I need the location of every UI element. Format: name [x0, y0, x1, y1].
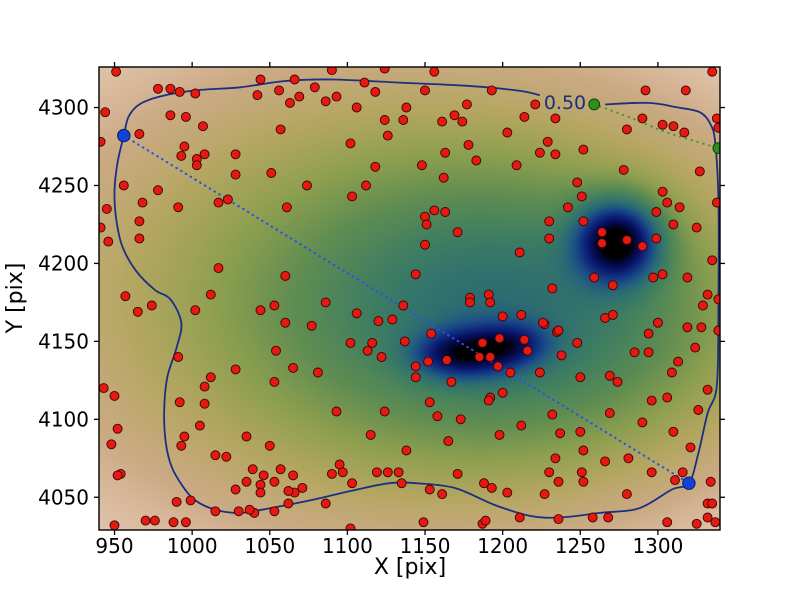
svg-text:1250: 1250: [555, 534, 606, 558]
dotted-track-lines: [122, 103, 720, 485]
svg-text:4200: 4200: [38, 251, 89, 275]
svg-text:4150: 4150: [38, 329, 89, 353]
svg-text:950: 950: [95, 534, 133, 558]
red-scatter-points: [99, 67, 720, 530]
svg-text:4300: 4300: [38, 96, 89, 120]
svg-text:1300: 1300: [632, 534, 683, 558]
svg-text:1050: 1050: [244, 534, 295, 558]
svg-text:1200: 1200: [477, 534, 528, 558]
contour-level-label: 0.50: [543, 92, 587, 114]
axes-frame-and-ticks: [94, 62, 725, 535]
blue-green-markers: [117, 98, 720, 490]
svg-text:4100: 4100: [38, 407, 89, 431]
svg-text:1100: 1100: [322, 534, 373, 558]
svg-text:1000: 1000: [167, 534, 218, 558]
x-axis-label: X [pix]: [373, 555, 447, 580]
contour-line-0.50: [113, 78, 720, 519]
y-axis-label: Y [pix]: [3, 262, 28, 334]
svg-text:4050: 4050: [38, 485, 89, 509]
svg-text:4250: 4250: [38, 173, 89, 197]
tick-labels: 950 1000 1050 1100 1150 1200 1250 1300 4050 4100 4…: [38, 96, 683, 558]
svg-text:1150: 1150: [400, 534, 451, 558]
